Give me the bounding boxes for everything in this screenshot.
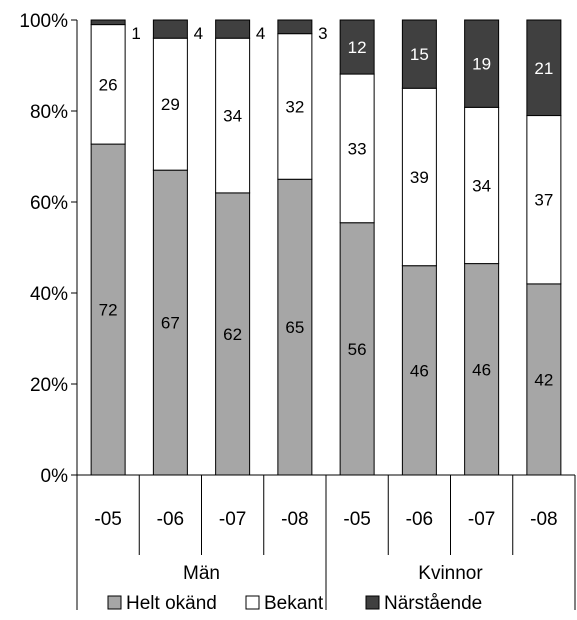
y-tick-label: 20%: [30, 375, 68, 396]
bar-segment: [215, 37, 251, 194]
x-category-label: -05: [343, 509, 370, 530]
bar-segment: [277, 19, 313, 35]
bar-segment: [339, 73, 375, 224]
y-tick-label: 80%: [30, 102, 68, 123]
x-category-label: -07: [468, 509, 495, 530]
bar-segment: [464, 263, 500, 476]
x-category-label: -07: [219, 509, 246, 530]
bar-segment: [277, 178, 313, 476]
data-label: 62: [223, 325, 242, 344]
x-axis: -05 -06 -07 -08 -05 -06 -07 -08 Män Kvinnor: [76, 474, 576, 610]
data-label: 42: [534, 370, 553, 389]
bar-segment: [152, 37, 188, 171]
data-label: 33: [348, 139, 367, 158]
bars: 72 26 1 67 29 4 62 34 4 65 32 3 56 33 12 46 39 15 46 34 19 42…: [90, 19, 562, 476]
data-label: 39: [410, 168, 429, 187]
legend: Helt okänd Bekant Närstående: [107, 593, 482, 614]
bar-segment: [215, 19, 251, 39]
bar-segment: [90, 24, 126, 145]
data-label: 32: [285, 97, 304, 116]
legend-swatch: [365, 595, 380, 610]
bar-segment: [90, 19, 126, 26]
bar-segment: [277, 33, 313, 180]
bar-segment: [401, 87, 437, 267]
bar-segment: [152, 169, 188, 476]
x-category-label: -08: [530, 509, 557, 530]
bar-segment: [526, 283, 562, 476]
data-label: 37: [534, 191, 553, 210]
y-tick-label: 0%: [41, 466, 69, 487]
x-group-label: Män: [183, 563, 220, 584]
data-label: 34: [223, 107, 242, 126]
data-label: 26: [99, 75, 118, 94]
bar-segment: [464, 19, 500, 108]
data-label: 34: [472, 176, 491, 195]
x-category-label: -06: [406, 509, 433, 530]
legend-label: Bekant: [264, 593, 324, 614]
data-label: 56: [348, 340, 367, 359]
legend-swatch: [245, 595, 260, 610]
legend-swatch: [107, 595, 122, 610]
bar-segment: [401, 265, 437, 476]
data-label: 3: [318, 24, 327, 43]
x-group-label: Kvinnor: [418, 563, 483, 584]
y-tick-label: 40%: [30, 284, 68, 305]
data-label: 12: [348, 38, 367, 57]
data-label: 29: [161, 95, 180, 114]
y-axis: 0% 20% 40% 60% 80% 100%: [19, 11, 78, 487]
data-label: 21: [534, 59, 553, 78]
x-category-label: -05: [94, 509, 121, 530]
x-category-label: -08: [281, 509, 308, 530]
data-label: 67: [161, 314, 180, 333]
data-label: 15: [410, 45, 429, 64]
bar-segment: [215, 192, 251, 476]
data-label: 4: [194, 24, 203, 43]
legend-label: Närstående: [384, 593, 482, 614]
data-label: 65: [285, 318, 304, 337]
data-label: 72: [99, 301, 118, 320]
y-tick-label: 60%: [30, 193, 68, 214]
x-category-label: -06: [157, 509, 184, 530]
y-tick-label: 100%: [19, 11, 68, 32]
data-label: 19: [472, 55, 491, 74]
bar-segment: [464, 106, 500, 265]
data-label: 1: [131, 24, 140, 43]
bar-segment: [339, 19, 375, 75]
bar-segment: [401, 19, 437, 89]
data-label: 46: [472, 360, 491, 379]
data-label: 4: [256, 24, 265, 43]
bar-segment: [152, 19, 188, 39]
bar-segment: [526, 19, 562, 117]
data-label: 46: [410, 361, 429, 380]
legend-label: Helt okänd: [126, 593, 217, 614]
